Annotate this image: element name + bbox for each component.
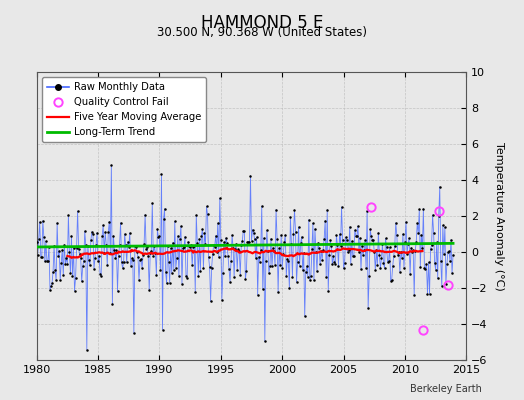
Y-axis label: Temperature Anomaly (°C): Temperature Anomaly (°C): [494, 142, 505, 290]
Text: 30.500 N, 90.368 W (United States): 30.500 N, 90.368 W (United States): [157, 26, 367, 39]
Legend: Raw Monthly Data, Quality Control Fail, Five Year Moving Average, Long-Term Tren: Raw Monthly Data, Quality Control Fail, …: [42, 77, 206, 142]
Text: HAMMOND 5 E: HAMMOND 5 E: [201, 14, 323, 32]
Text: Berkeley Earth: Berkeley Earth: [410, 384, 482, 394]
